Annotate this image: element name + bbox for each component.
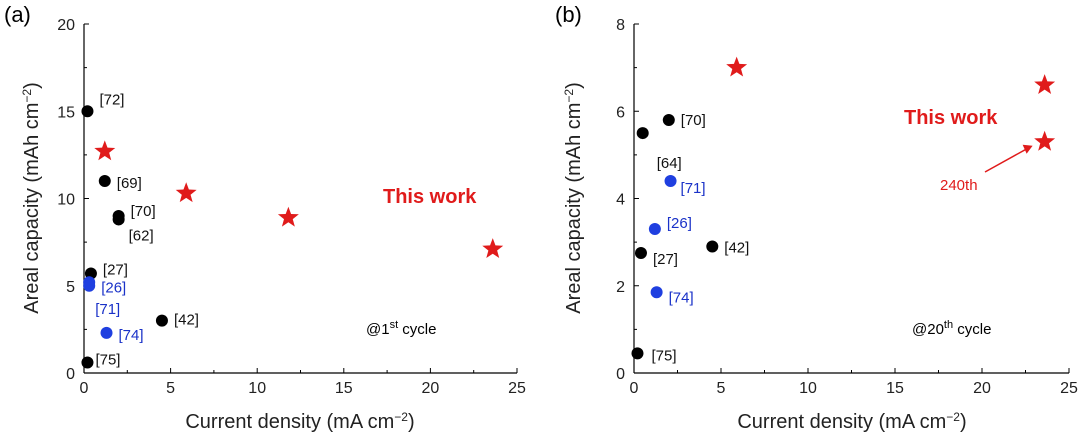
x-tick-label: 5 <box>717 380 726 397</box>
x-tick-label: 10 <box>799 380 817 397</box>
point-label: [42] <box>174 312 199 329</box>
this-work-label: This work <box>383 186 477 208</box>
reference-point <box>100 326 113 339</box>
point-label: [70] <box>681 112 706 129</box>
point-label: [62] <box>129 227 154 244</box>
this-work-star-marker <box>726 56 748 77</box>
x-axis-title: Current density (mA cm−2) <box>737 410 966 433</box>
reference-point <box>664 175 677 188</box>
point-label: [26] <box>667 215 692 232</box>
y-tick-label: 15 <box>57 104 75 121</box>
reference-point <box>636 127 649 140</box>
this-work-star-marker <box>94 140 116 161</box>
this-work-star-marker <box>175 182 197 203</box>
x-tick-label: 20 <box>973 380 991 397</box>
y-tick-label: 8 <box>616 17 625 34</box>
this-work-label: This work <box>904 107 998 129</box>
x-tick-label: 15 <box>335 380 353 397</box>
y-axis-title: Areal capacity (mAh cm−2) <box>562 82 585 314</box>
y-tick-label: 0 <box>66 366 75 383</box>
x-tick-label: 25 <box>1060 380 1078 397</box>
point-label: [27] <box>653 251 678 268</box>
reference-point <box>155 314 168 327</box>
panel-label: (a) <box>4 2 31 27</box>
cycle-note: @20th cycle <box>912 319 991 338</box>
point-label: [42] <box>724 239 749 256</box>
x-tick-label: 0 <box>630 380 639 397</box>
x-tick-label: 5 <box>166 380 175 397</box>
point-label: [71] <box>681 180 706 197</box>
x-tick-label: 10 <box>248 380 266 397</box>
annotation-240th: 240th <box>940 177 978 194</box>
point-label: [70] <box>131 203 156 220</box>
panel-a: (a) 0 5 10 15 20 25 0 5 10 15 20 Current density (mA… <box>4 2 526 433</box>
x-tick-label: 15 <box>886 380 904 397</box>
y-tick-label: 5 <box>66 279 75 296</box>
reference-point <box>650 286 663 299</box>
y-tick-label: 20 <box>57 17 75 34</box>
panel-label: (b) <box>555 2 582 27</box>
point-label: [64] <box>657 155 682 172</box>
annotation-arrowhead <box>1022 144 1033 154</box>
this-work-star-marker <box>277 206 299 227</box>
reference-point <box>706 240 719 253</box>
reference-point <box>83 279 96 292</box>
point-label: [75] <box>95 352 120 369</box>
point-label: [26] <box>101 279 126 296</box>
point-label: [75] <box>651 347 676 364</box>
point-label: [69] <box>117 175 142 192</box>
point-label: [27] <box>103 262 128 279</box>
point-label: [71] <box>95 301 120 318</box>
reference-point <box>631 347 644 360</box>
x-axis-title: Current density (mA cm−2) <box>185 410 414 433</box>
cycle-note: @1st cycle <box>366 319 436 338</box>
reference-point <box>81 356 94 369</box>
y-tick-label: 10 <box>57 192 75 209</box>
this-work-star-marker <box>1034 130 1056 151</box>
panel-b: (b) 0 5 10 15 20 25 0 2 4 6 8 Current density (mA cm… <box>555 2 1078 433</box>
x-tick-label: 20 <box>422 380 440 397</box>
y-tick-label: 6 <box>616 104 625 121</box>
point-label: [74] <box>669 289 694 306</box>
point-label: [74] <box>119 327 144 344</box>
reference-point <box>662 113 675 126</box>
y-tick-label: 4 <box>616 192 625 209</box>
x-tick-label: 25 <box>508 380 526 397</box>
x-tick-label: 0 <box>80 380 89 397</box>
y-tick-label: 2 <box>616 279 625 296</box>
y-tick-label: 0 <box>616 366 625 383</box>
reference-point <box>648 223 661 236</box>
this-work-star-marker <box>482 238 504 258</box>
reference-point <box>81 105 94 118</box>
this-work-star-marker <box>1034 74 1056 94</box>
reference-point <box>112 213 125 226</box>
annotation-arrow <box>984 147 1030 173</box>
reference-point <box>634 247 647 260</box>
y-axis-title: Areal capacity (mAh cm−2) <box>20 82 43 314</box>
point-label: [72] <box>99 91 124 108</box>
reference-point <box>98 175 111 188</box>
